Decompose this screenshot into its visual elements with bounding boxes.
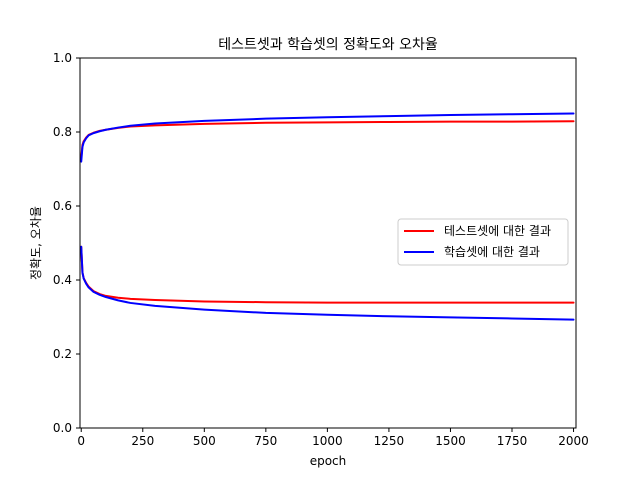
- x-tick-label: 2000: [558, 434, 589, 448]
- legend: 테스트셋에 대한 결과 학습셋에 대한 결과: [397, 218, 569, 266]
- legend-label-train: 학습셋에 대한 결과: [444, 245, 540, 259]
- y-tick-label: 0.4: [53, 273, 72, 287]
- y-tick-label: 0.8: [53, 125, 72, 139]
- x-tick-label: 1000: [312, 434, 343, 448]
- x-tick-label: 500: [193, 434, 216, 448]
- x-axis-label: epoch: [310, 454, 347, 468]
- legend-box: [397, 218, 569, 266]
- series-line-accuracy-1: [80, 112, 575, 163]
- x-tick-label: 1250: [374, 434, 405, 448]
- chart-title: 테스트셋과 학습셋의 정확도와 오차율: [218, 37, 438, 53]
- series-line-loss-3: [80, 245, 575, 321]
- series-layer: [80, 112, 575, 321]
- legend-label-test: 테스트셋에 대한 결과: [444, 224, 551, 238]
- x-tick-label: 250: [131, 434, 154, 448]
- x-tick-label: 1500: [435, 434, 466, 448]
- x-tick-label: 750: [254, 434, 277, 448]
- y-tick-label: 0.0: [53, 421, 72, 435]
- y-axis: 0.0 0.2 0.4 0.6 0.8 1.0: [53, 51, 80, 435]
- y-tick-label: 0.2: [53, 347, 72, 361]
- plot-frame: [79, 57, 577, 429]
- y-tick-label: 1.0: [53, 51, 72, 65]
- x-tick-label: 0: [77, 434, 85, 448]
- x-axis: 0 250 500 750 1000 1250 1500 1750 2000: [77, 428, 589, 448]
- x-tick-label: 1750: [497, 434, 528, 448]
- y-axis-label: 정확도, 오차율: [29, 206, 43, 280]
- series-line-accuracy-0: [80, 120, 575, 159]
- y-tick-label: 0.6: [53, 199, 72, 213]
